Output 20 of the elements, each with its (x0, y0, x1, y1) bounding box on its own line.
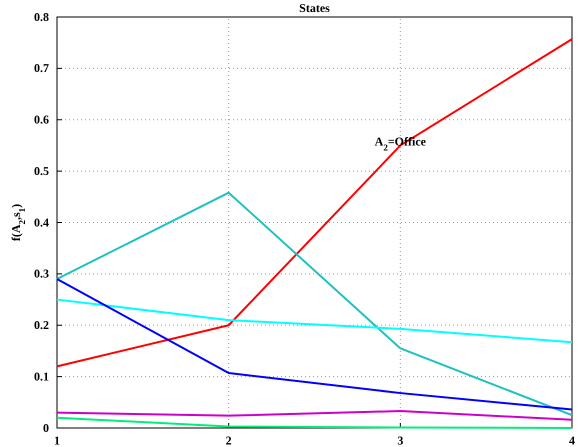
y-tick-label: 0.5 (34, 164, 49, 178)
y-tick-label: 0.3 (34, 266, 49, 281)
y-tick-label: 0.7 (34, 61, 49, 76)
y-tick-label: 0.4 (34, 215, 49, 230)
x-tick-label: 1 (54, 434, 60, 447)
line-series (56, 38, 573, 368)
y-tick-label: 0.8 (34, 10, 49, 24)
x-tick-label: 2 (226, 434, 232, 447)
y-tick-label: 0.2 (34, 318, 49, 332)
x-tick-label: 4 (569, 434, 575, 447)
line-series (56, 410, 573, 421)
line-series (56, 278, 573, 411)
line-series (56, 298, 573, 344)
y-tick-label: 0.1 (34, 369, 49, 384)
y-tick-label: 0.6 (34, 112, 49, 127)
line-series (56, 192, 573, 416)
line-series (56, 416, 573, 429)
x-tick-label: 3 (397, 434, 404, 447)
y-tick-label: 0 (43, 420, 49, 435)
chart-title: States (299, 1, 330, 15)
